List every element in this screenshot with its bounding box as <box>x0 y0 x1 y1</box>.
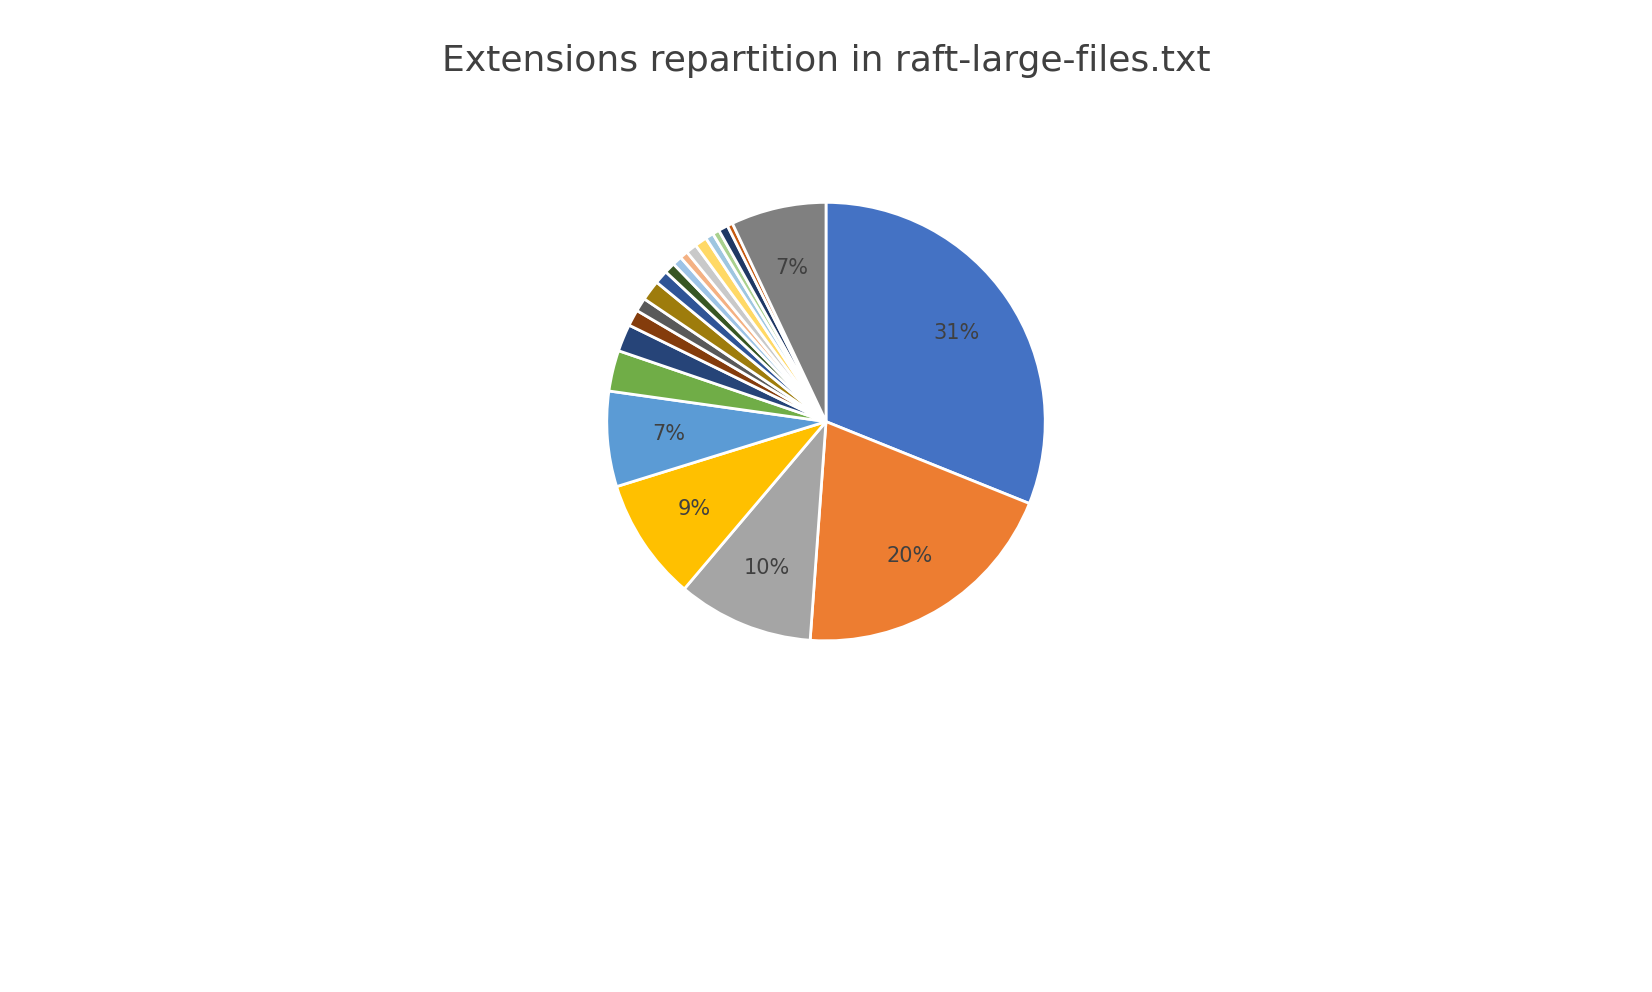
Wedge shape <box>674 258 826 422</box>
Wedge shape <box>687 245 826 422</box>
Wedge shape <box>618 325 826 422</box>
Wedge shape <box>826 202 1046 504</box>
Wedge shape <box>610 351 826 422</box>
Wedge shape <box>695 238 826 422</box>
Wedge shape <box>606 391 826 487</box>
Text: 7%: 7% <box>775 258 808 278</box>
Wedge shape <box>705 234 826 422</box>
Title: Extensions repartition in raft-large-files.txt: Extensions repartition in raft-large-fil… <box>441 45 1211 78</box>
Wedge shape <box>809 422 1029 641</box>
Wedge shape <box>644 283 826 422</box>
Wedge shape <box>732 202 826 422</box>
Wedge shape <box>681 252 826 422</box>
Wedge shape <box>684 422 826 640</box>
Text: 20%: 20% <box>887 546 933 565</box>
Wedge shape <box>638 299 826 422</box>
Wedge shape <box>629 310 826 422</box>
Text: 10%: 10% <box>743 558 790 577</box>
Text: 9%: 9% <box>677 499 710 519</box>
Wedge shape <box>719 226 826 422</box>
Wedge shape <box>616 422 826 589</box>
Text: 31%: 31% <box>933 323 980 343</box>
Text: 7%: 7% <box>653 425 686 444</box>
Wedge shape <box>666 264 826 422</box>
Wedge shape <box>657 272 826 422</box>
Wedge shape <box>714 230 826 422</box>
Wedge shape <box>727 223 826 422</box>
